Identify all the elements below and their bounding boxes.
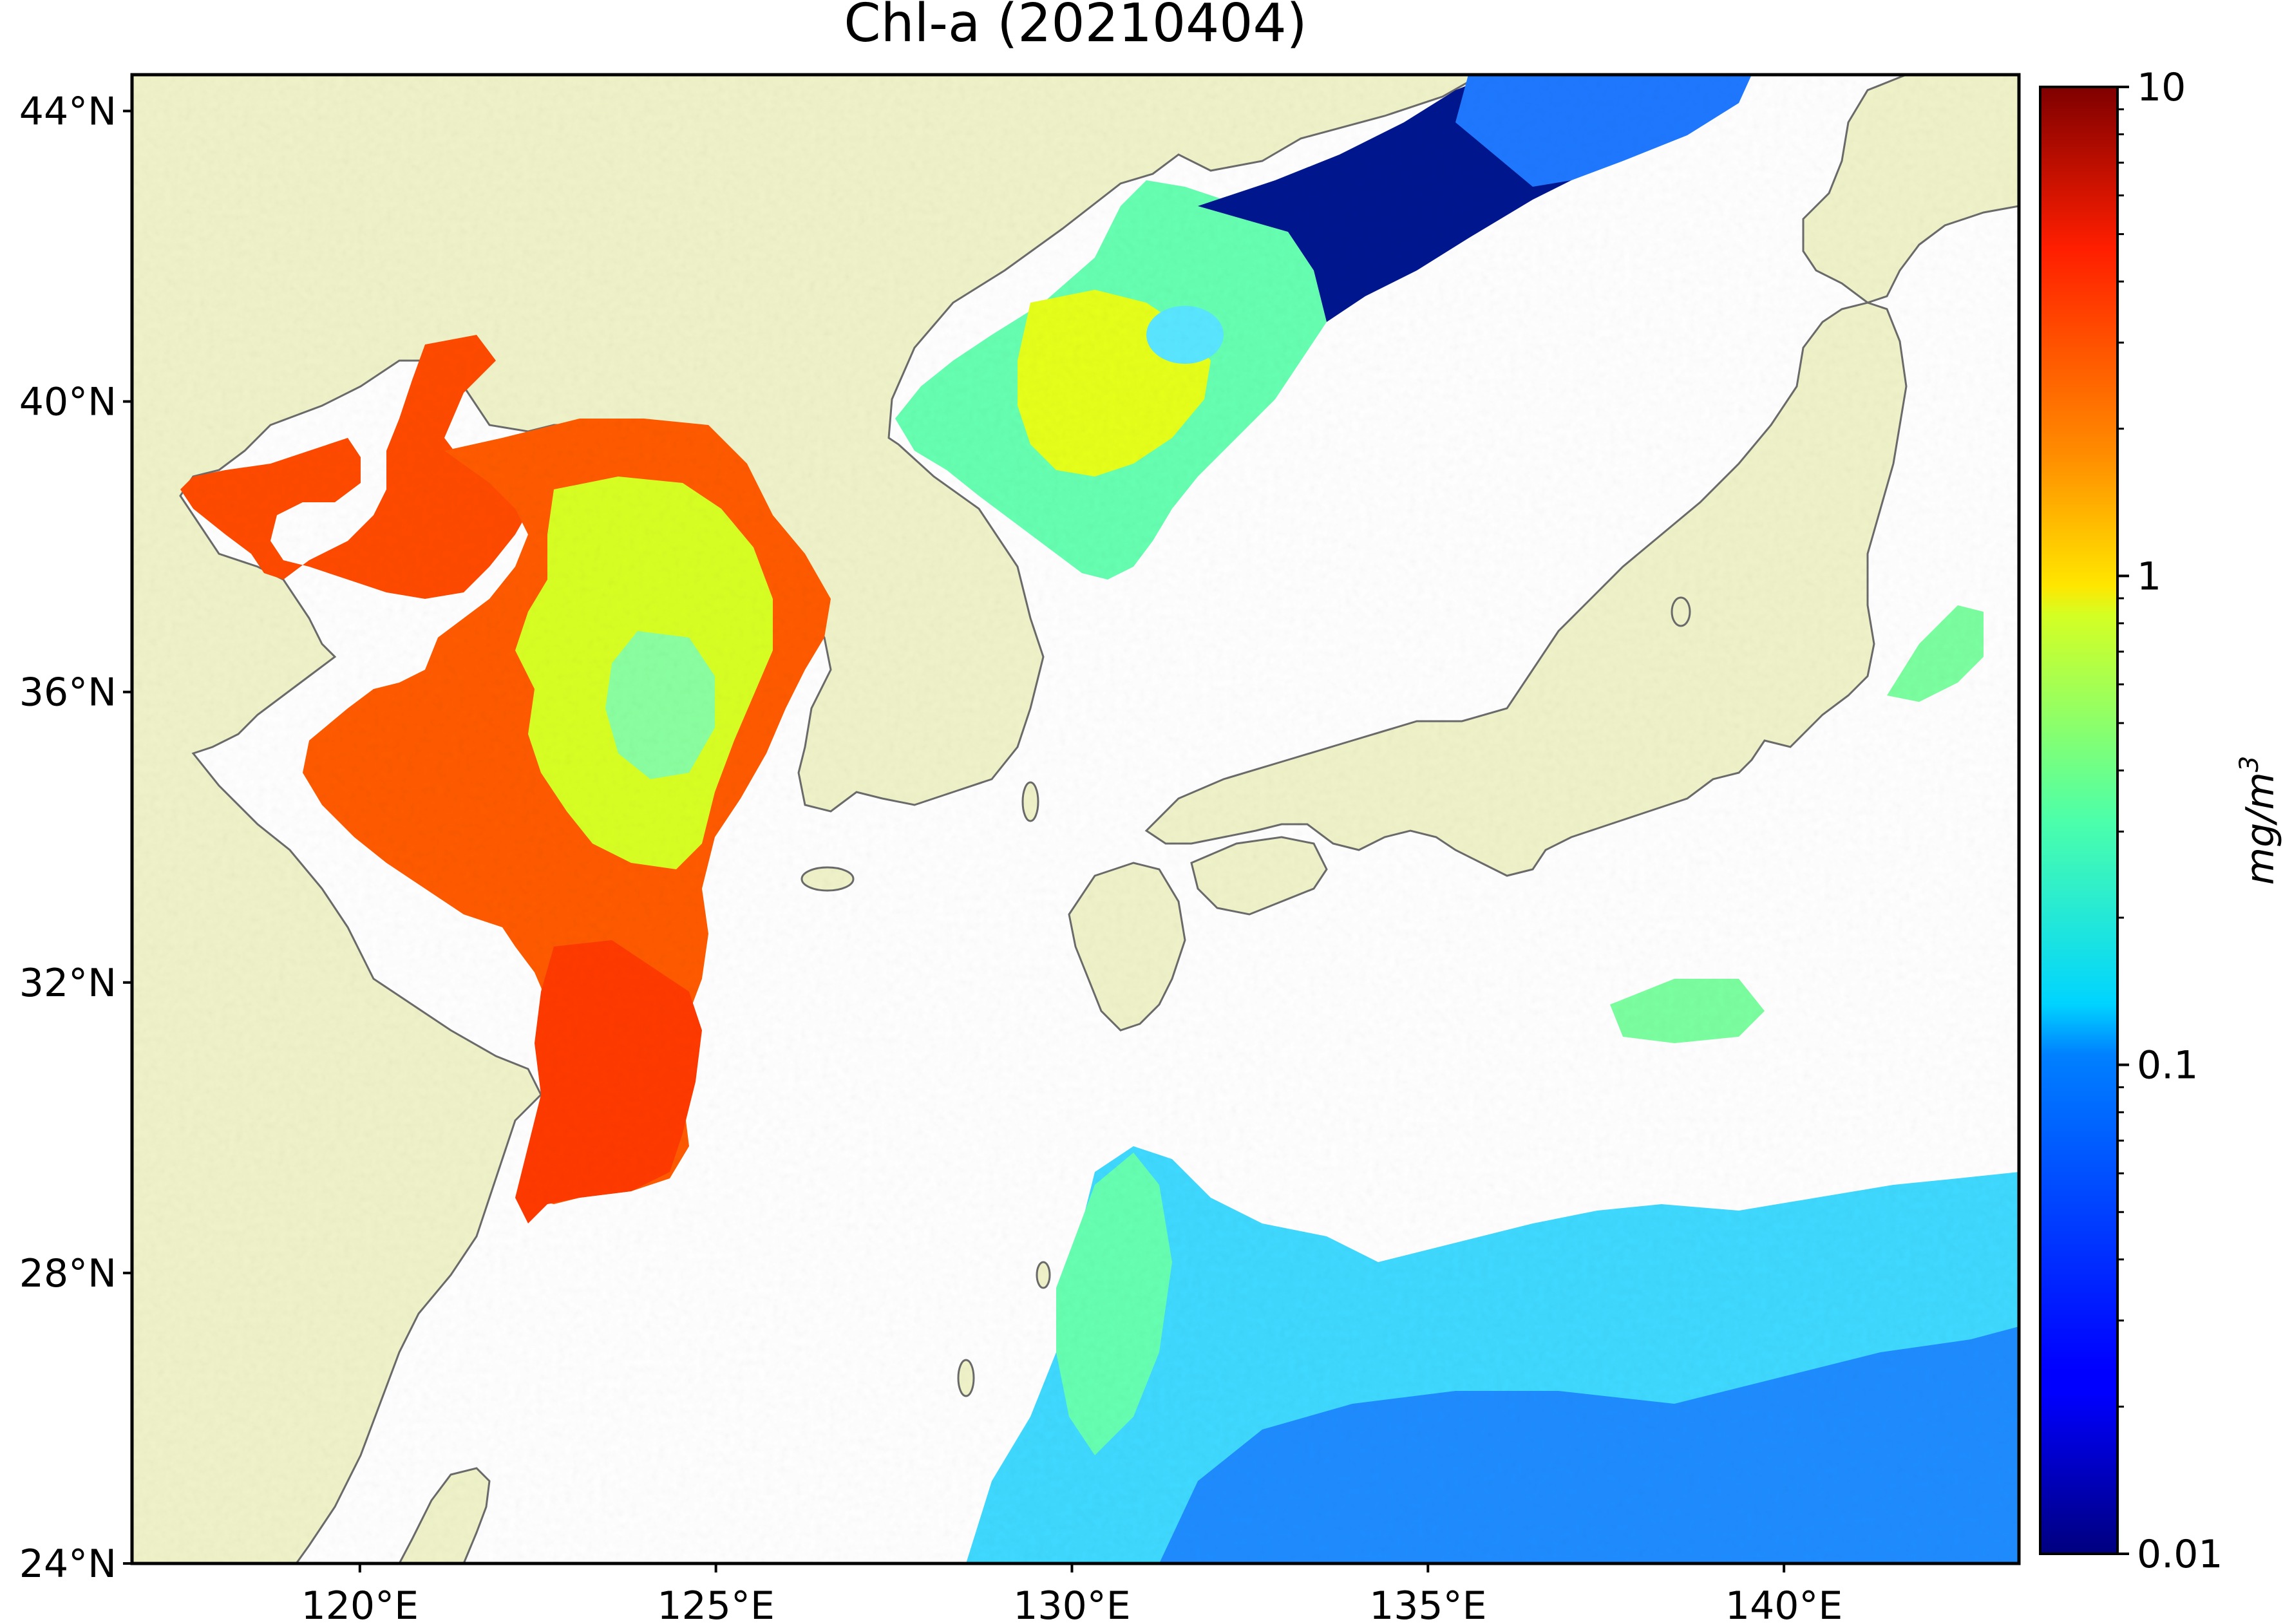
jeju-island <box>800 866 855 892</box>
latitude-axis: 44°N 40°N 36°N 32°N 28°N 24°N <box>19 89 132 1587</box>
sado-island <box>1671 596 1691 627</box>
east-sea-eddy-chl <box>1146 306 1224 364</box>
longitude-axis: 120°E 125°E 130°E 135°E 140°E <box>301 1563 1843 1624</box>
colorbar-tick-label: 0.01 <box>2137 1532 2223 1577</box>
colorbar: 10 1 0.1 0.01 mg/m3 <box>2039 65 2283 1577</box>
map-panel <box>132 75 2019 1563</box>
lon-tick-label: 135°E <box>1369 1583 1486 1624</box>
lat-tick-label: 32°N <box>19 961 117 1006</box>
lon-tick-label: 140°E <box>1725 1583 1843 1624</box>
colorbar-ticks: 10 1 0.1 0.01 <box>2117 65 2223 1577</box>
lat-tick-label: 28°N <box>19 1251 117 1296</box>
tsushima-island <box>1021 781 1039 822</box>
lat-tick-label: 44°N <box>19 89 117 134</box>
lat-tick-label: 24°N <box>19 1542 117 1587</box>
colorbar-tick-label: 10 <box>2137 65 2186 110</box>
colorbar-label-superscript: 3 <box>2235 756 2264 772</box>
colorbar-gradient <box>2040 87 2117 1554</box>
colorbar-frame <box>2039 86 2119 1555</box>
colorbar-tick-label: 1 <box>2137 554 2161 599</box>
map-title: Chl-a (20210404) <box>844 0 1307 54</box>
lon-tick-label: 120°E <box>301 1583 419 1624</box>
map-frame <box>130 73 2021 1565</box>
lon-tick-label: 125°E <box>657 1583 774 1624</box>
amami-island <box>1036 1261 1051 1289</box>
colorbar-tick-label: 0.1 <box>2137 1043 2198 1088</box>
lat-tick-label: 36°N <box>19 670 117 715</box>
lon-tick-label: 130°E <box>1013 1583 1130 1624</box>
colorbar-label: mg/m3 <box>2235 756 2283 885</box>
lat-tick-label: 40°N <box>19 380 117 425</box>
okinawa-island <box>957 1359 975 1397</box>
